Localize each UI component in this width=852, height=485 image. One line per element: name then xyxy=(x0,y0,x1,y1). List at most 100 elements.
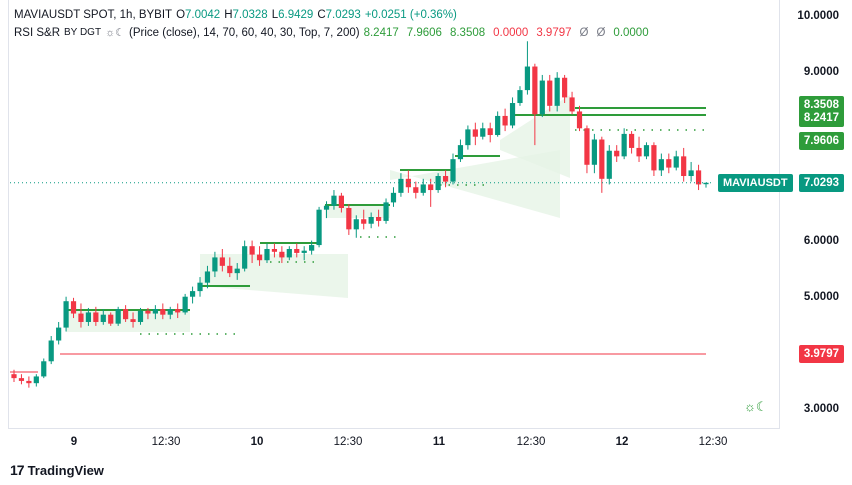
candle-body xyxy=(599,139,605,179)
candle-body xyxy=(688,170,694,177)
indicator-value-2: 8.3508 xyxy=(449,27,486,39)
candle-body xyxy=(457,145,464,160)
candle-body xyxy=(569,97,575,112)
candle-body xyxy=(524,66,531,91)
candle-body xyxy=(242,246,248,269)
time-tick-label: 12:30 xyxy=(333,436,363,448)
candle-body xyxy=(26,380,32,384)
candle-body xyxy=(532,66,538,115)
candle-body xyxy=(554,77,560,106)
candle-body xyxy=(368,216,374,224)
candle-body xyxy=(323,205,330,210)
candle-body xyxy=(703,182,709,185)
indicator-value-0: 8.2417 xyxy=(363,27,399,39)
plot-area[interactable] xyxy=(8,0,780,429)
candle-body xyxy=(256,254,263,261)
candle-body xyxy=(167,309,173,315)
candle-body xyxy=(643,145,650,157)
day-night-icon[interactable]: ☼☾ xyxy=(744,399,768,414)
indicator-values: 8.2417 7.9606 8.3508 0.0000 3.9797 Ø Ø 0.0000 xyxy=(364,24,649,42)
low-value: 6.9429 xyxy=(278,9,314,21)
candle-body xyxy=(316,209,322,246)
candle-body xyxy=(227,265,233,274)
candle-body xyxy=(621,133,627,157)
candle-body xyxy=(428,184,434,191)
candle-body xyxy=(681,156,687,177)
candle-body xyxy=(346,208,352,230)
candle-body xyxy=(651,145,657,171)
candle-body xyxy=(249,246,255,255)
tv-logo-mark: 17 xyxy=(10,462,25,478)
tv-logo-text: TradingView xyxy=(27,462,104,478)
tradingview-logo[interactable]: 17 TradingView xyxy=(10,462,104,478)
symbol-legend-row: MAVIAUSDT SPOT, 1h, BYBIT O 7.0042 H 7.032… xyxy=(14,6,649,24)
price-tick-label: 9.0000 xyxy=(803,66,839,79)
candle-body xyxy=(450,159,456,182)
candle-body xyxy=(63,301,69,328)
candle-body xyxy=(465,129,471,146)
candle-body xyxy=(301,250,307,253)
candle-body xyxy=(85,312,92,322)
open-label: O xyxy=(176,9,186,21)
candle-body xyxy=(204,271,211,283)
time-tick-label: 12:30 xyxy=(516,436,546,448)
symbol-line[interactable]: MAVIAUSDT SPOT, 1h, BYBIT xyxy=(14,9,173,21)
candle-body xyxy=(286,248,292,258)
candle-body xyxy=(56,327,62,341)
indicator-value-3: 0.0000 xyxy=(493,27,529,39)
candle-body xyxy=(658,159,664,171)
candle-body xyxy=(309,245,315,251)
candle-body xyxy=(376,216,382,221)
candle-body xyxy=(576,111,583,129)
candle-body xyxy=(152,309,158,314)
candle-body xyxy=(182,296,188,313)
candle-body xyxy=(48,340,54,362)
candle-body xyxy=(673,156,679,168)
indicator-value-7: 0.0000 xyxy=(613,27,649,39)
axis-price-tag: 7.9606 xyxy=(798,132,844,151)
candle-body xyxy=(123,309,129,320)
time-axis[interactable]: 9 12:30 10 12:30 11 12:30 12 12:30 xyxy=(8,428,779,456)
candle-body xyxy=(539,80,545,115)
candle-body xyxy=(509,103,516,126)
candle-body xyxy=(480,128,486,137)
candle-body xyxy=(197,282,203,292)
candle-body xyxy=(78,313,84,322)
candle-body xyxy=(108,314,114,324)
candle-body xyxy=(219,257,225,266)
candle-body xyxy=(547,80,553,106)
candle-body xyxy=(420,184,426,193)
current-ticker-tag: MAVIAUSDT xyxy=(718,173,793,192)
candle-body xyxy=(93,312,99,322)
price-axis[interactable]: 10.0000 9.0000 6.0000 5.0000 3.0000 xyxy=(779,0,852,428)
candle-body xyxy=(472,129,478,137)
time-tick-label: 9 xyxy=(70,436,78,448)
sun-icon: ☼☾ xyxy=(105,27,126,39)
indicator-name[interactable]: RSI S&R xyxy=(14,27,61,39)
candle-body xyxy=(331,195,337,206)
candle-body xyxy=(279,251,285,258)
current-price-tag: 7.0293 xyxy=(798,173,844,192)
indicator-author: BY DGT xyxy=(64,27,102,38)
price-tick-label: 3.0000 xyxy=(803,403,839,415)
price-tick-label: 6.0000 xyxy=(803,234,839,247)
time-tick-label: 12 xyxy=(615,436,629,448)
candle-body xyxy=(666,159,672,168)
candle-body xyxy=(130,319,136,322)
candle-body xyxy=(100,314,106,322)
candle-body xyxy=(413,187,419,193)
candle-body xyxy=(606,150,612,179)
candle-body xyxy=(353,219,359,230)
candle-body xyxy=(405,178,411,188)
candle-body xyxy=(137,310,144,322)
time-tick-label: 10 xyxy=(250,436,264,448)
candle-body xyxy=(234,268,240,274)
high-label: H xyxy=(224,9,233,21)
axis-price-tag: 8.2417 xyxy=(798,108,844,127)
candle-body xyxy=(115,309,121,324)
candle-body xyxy=(189,291,196,297)
candle-body xyxy=(442,176,449,182)
support-zone-fill xyxy=(325,205,390,218)
